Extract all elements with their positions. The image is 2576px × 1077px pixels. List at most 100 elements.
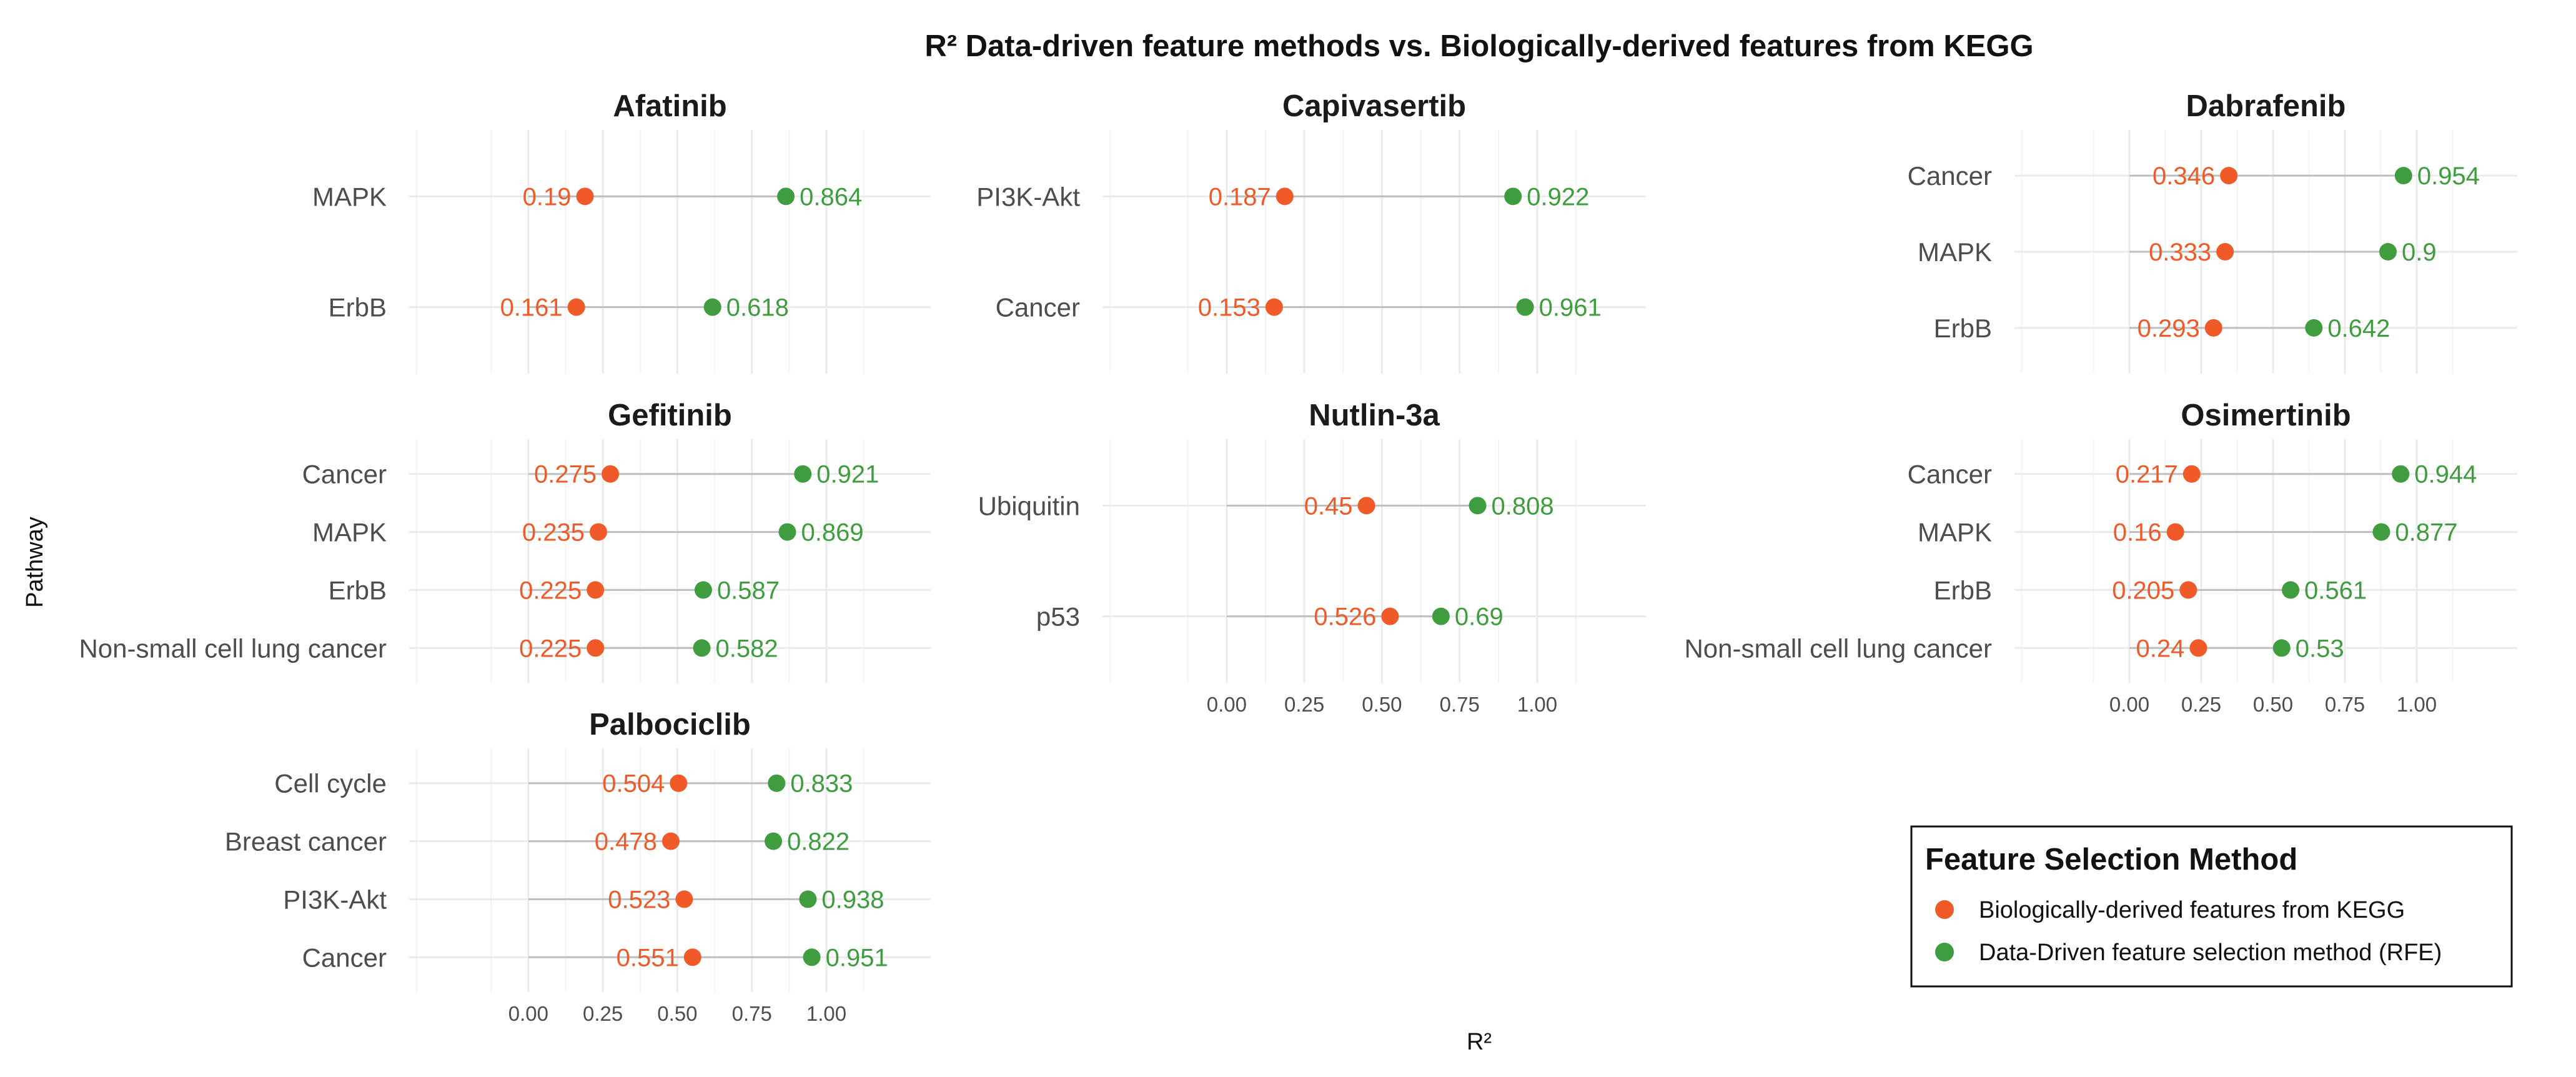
pathway-label: PI3K-Akt (283, 885, 387, 914)
rfe-point (2394, 167, 2412, 185)
kegg-point (1265, 298, 1283, 316)
rfe-value-label: 0.938 (821, 886, 884, 913)
rfe-point (799, 890, 817, 908)
legend-key-kegg (1935, 900, 1954, 919)
pathway-label: ErbB (329, 575, 387, 605)
rfe-point (778, 523, 796, 541)
rfe-value-label: 0.9 (2402, 239, 2437, 266)
kegg-point (670, 774, 688, 792)
rfe-value-label: 0.808 (1492, 492, 1554, 520)
rfe-value-label: 0.954 (2417, 162, 2480, 190)
x-tick-label: 1.00 (1517, 693, 1557, 716)
kegg-point (576, 187, 594, 206)
pathway-label: Cell cycle (274, 769, 387, 798)
legend-entry-rfe: Data-Driven feature selection method (RF… (1935, 940, 2442, 966)
kegg-value-label: 0.187 (1209, 183, 1271, 211)
x-tick-label: 0.75 (2325, 693, 2365, 716)
pathway-label: Breast cancer (225, 827, 387, 856)
rfe-value-label: 0.833 (790, 770, 853, 798)
legend-key-rfe (1935, 943, 1954, 961)
kegg-value-label: 0.225 (519, 577, 582, 604)
kegg-value-label: 0.225 (519, 635, 582, 662)
kegg-value-label: 0.526 (1314, 603, 1376, 631)
kegg-point (1381, 607, 1399, 625)
kegg-point (2216, 243, 2234, 261)
pathway-label: ErbB (329, 293, 387, 322)
pathway-label: MAPK (1918, 237, 1992, 267)
x-tick-label: 0.25 (583, 1002, 623, 1025)
facet-dabrafenib: Dabrafenib Cancer 0.346 0.954 MAPK 0.333 0.9 Er… (1908, 89, 2517, 374)
kegg-value-label: 0.161 (500, 294, 563, 322)
kegg-point (661, 832, 680, 850)
rfe-point (703, 298, 721, 316)
facet-title: Afatinib (613, 89, 726, 123)
legend-title: Feature Selection Method (1925, 843, 2297, 876)
rfe-value-label: 0.618 (726, 294, 789, 322)
pathway-label: Non-small cell lung cancer (1684, 633, 1992, 663)
x-tick-label: 0.50 (1362, 693, 1402, 716)
rfe-point (1516, 298, 1534, 316)
facet-title: Osimertinib (2181, 399, 2351, 432)
x-tick-label: 1.00 (806, 1002, 846, 1025)
rfe-value-label: 0.582 (716, 635, 778, 662)
facet-afatinib: Afatinib MAPK 0.19 0.864 ErbB 0.161 0.618 (312, 89, 931, 374)
kegg-value-label: 0.293 (2138, 315, 2200, 342)
kegg-point (602, 465, 620, 483)
rfe-point (1432, 607, 1450, 625)
rfe-value-label: 0.944 (2414, 461, 2477, 489)
kegg-point (2220, 167, 2238, 185)
x-tick-label: 0.00 (1207, 693, 1247, 716)
facet-osimertinib: Osimertinib Cancer 0.217 0.944 MAPK 0.16 0.877… (1684, 399, 2517, 716)
rfe-point (2272, 639, 2291, 657)
rfe-value-label: 0.869 (801, 519, 863, 547)
x-tick-label: 0.75 (732, 1002, 772, 1025)
pathway-label: ErbB (1934, 575, 1992, 605)
pathway-label: Non-small cell lung cancer (79, 633, 387, 663)
pathway-label: Cancer (996, 293, 1080, 322)
facets-group: Afatinib MAPK 0.19 0.864 ErbB 0.161 0.618 Capiv… (79, 89, 2517, 1025)
facet-title: Dabrafenib (2186, 89, 2346, 123)
legend: Feature Selection Method Biologically-de… (1910, 825, 2513, 988)
kegg-point (683, 948, 701, 966)
rfe-value-label: 0.877 (2395, 519, 2457, 547)
x-tick-label: 0.00 (508, 1002, 548, 1025)
kegg-value-label: 0.551 (617, 944, 679, 971)
x-tick-label: 0.50 (657, 1002, 697, 1025)
facet-capivasertib: Capivasertib PI3K-Akt 0.187 0.922 Cancer 0.15… (976, 89, 1646, 374)
x-tick-label: 0.00 (2109, 693, 2149, 716)
kegg-point (1357, 497, 1375, 515)
rfe-point (1469, 497, 1487, 515)
pathway-label: MAPK (312, 518, 387, 547)
kegg-value-label: 0.45 (1304, 492, 1353, 520)
x-tick-label: 0.25 (1284, 693, 1324, 716)
pathway-label: Cancer (302, 943, 387, 972)
rfe-value-label: 0.922 (1527, 183, 1589, 211)
rfe-point (777, 187, 795, 206)
legend-label-rfe: Data-Driven feature selection method (RF… (1979, 940, 2442, 966)
facet-nutlin-3a: Nutlin-3a Ubiquitin 0.45 0.808 p53 0.526 0.69 0… (978, 399, 1646, 716)
pathway-label: MAPK (312, 182, 387, 211)
kegg-point (587, 581, 605, 599)
kegg-value-label: 0.523 (608, 886, 670, 913)
kegg-value-label: 0.24 (2136, 635, 2185, 662)
rfe-value-label: 0.69 (1455, 603, 1503, 631)
facet-title: Gefitinib (608, 399, 732, 432)
kegg-value-label: 0.16 (2113, 519, 2162, 547)
kegg-point (589, 523, 607, 541)
kegg-point (2189, 639, 2207, 657)
facet-title: Capivasertib (1282, 89, 1466, 123)
rfe-value-label: 0.951 (826, 944, 888, 971)
rfe-point (2392, 465, 2410, 483)
kegg-value-label: 0.333 (2149, 239, 2211, 266)
rfe-point (2282, 581, 2300, 599)
kegg-point (1276, 187, 1294, 206)
kegg-point (567, 298, 585, 316)
kegg-value-label: 0.19 (523, 183, 572, 211)
legend-entry-kegg: Biologically-derived features from KEGG (1935, 897, 2405, 923)
kegg-point (675, 890, 693, 908)
kegg-value-label: 0.346 (2152, 162, 2215, 190)
pathway-label: ErbB (1934, 314, 1992, 343)
pathway-label: Cancer (302, 460, 387, 489)
rfe-point (2372, 523, 2390, 541)
pathway-label: p53 (1036, 602, 1080, 632)
